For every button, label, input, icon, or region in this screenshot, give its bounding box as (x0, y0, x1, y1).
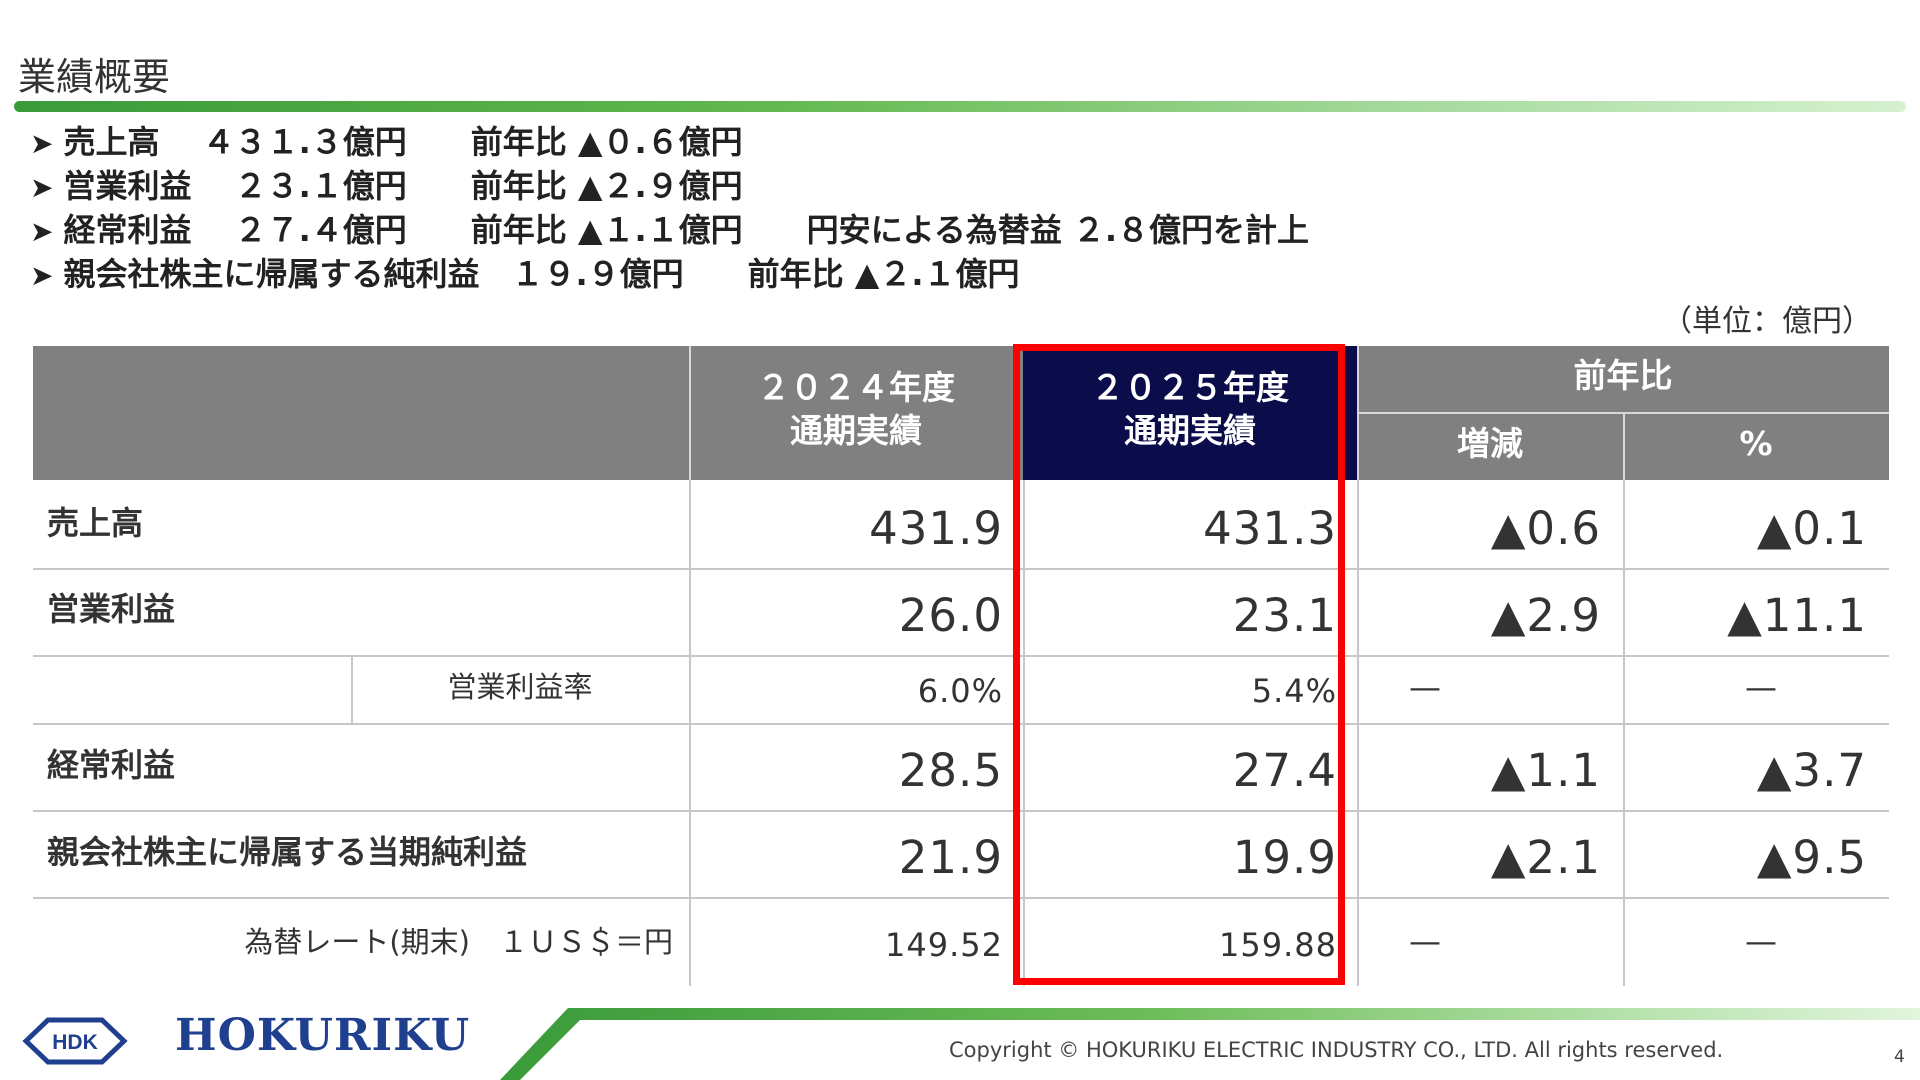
summary-text: 親会社株主に帰属する純利益 １９.９億円 前年比 ▲２.１億円 (63, 255, 1020, 293)
row-label-exchange-rate: 為替レート(期末) １ＵＳ＄＝円 (244, 925, 673, 959)
cell-fy2024: 431.9 (869, 502, 1003, 555)
arrow-bullet-icon: ➤ (30, 127, 54, 160)
cell-percent: ▲11.1 (1727, 589, 1867, 642)
cell-fy2025: 27.4 (1232, 744, 1337, 797)
cell-fy2025: 159.88 (1219, 926, 1337, 964)
cell-percent: ▲3.7 (1756, 744, 1867, 797)
arrow-bullet-icon: ➤ (30, 259, 54, 292)
column-divider (1357, 480, 1359, 986)
column-divider (351, 655, 353, 723)
footer-band (500, 1008, 1920, 1080)
header-fy2024-line2: 通期実績 (790, 411, 922, 450)
cell-change: ▲2.9 (1490, 589, 1601, 642)
company-logo-text: HOKURIKU (175, 1010, 471, 1061)
header-fy2024: ２０２４年度 通期実績 (689, 366, 1023, 452)
header-fy2025-line2: 通期実績 (1124, 411, 1256, 450)
cell-percent: ▲9.5 (1756, 831, 1867, 884)
results-table: ２０２４年度 通期実績 ２０２５年度 通期実績 前年比 増減 % 売上高 431… (33, 346, 1889, 986)
header-percent: % (1739, 424, 1773, 463)
row-label-net-income: 親会社株主に帰属する当期純利益 (47, 833, 528, 871)
summary-list: ➤ 売上高 ４３１.３億円 前年比 ▲０.６億円 ➤ 営業利益 ２３.１億円 前年比… (30, 121, 1309, 297)
arrow-bullet-icon: ➤ (30, 171, 54, 204)
cell-percent: — (1745, 922, 1777, 960)
header-yoy: 前年比 (1573, 356, 1673, 395)
summary-item: ➤ 売上高 ４３１.３億円 前年比 ▲０.６億円 (30, 121, 1309, 165)
cell-fy2025: 5.4% (1251, 672, 1337, 710)
header-fy2024-line1: ２０２４年度 (757, 368, 955, 407)
summary-item: ➤ 経常利益 ２７.４億円 前年比 ▲１.１億円 円安による為替益 ２.８億円を計… (30, 209, 1309, 253)
row-label-operating-income: 営業利益 (47, 590, 176, 628)
title-divider (14, 101, 1906, 112)
hdk-logo-icon: HDK (22, 1016, 128, 1070)
cell-percent: ▲0.1 (1756, 502, 1867, 555)
row-divider (351, 655, 689, 657)
cell-change: ▲1.1 (1490, 744, 1601, 797)
cell-fy2025: 23.1 (1232, 589, 1337, 642)
column-divider (1623, 480, 1625, 986)
page-title: 業績概要 (18, 55, 171, 99)
header-fy2025-line1: ２０２５年度 (1091, 368, 1289, 407)
row-label-operating-margin: 営業利益率 (447, 670, 593, 704)
summary-text: 営業利益 ２３.１億円 前年比 ▲２.９億円 (63, 167, 743, 205)
unit-label: （単位：億円） (1662, 304, 1872, 339)
row-divider (33, 655, 1889, 657)
cell-change: — (1409, 922, 1441, 960)
row-divider (33, 897, 1889, 899)
column-divider (1023, 480, 1025, 986)
row-divider (33, 810, 1889, 812)
cell-fy2024: 21.9 (898, 831, 1003, 884)
cell-change: ▲2.1 (1490, 831, 1601, 884)
cell-fy2024: 26.0 (898, 589, 1003, 642)
hdk-logo-text: HDK (52, 1031, 98, 1054)
header-divider (689, 346, 691, 480)
column-divider (689, 480, 691, 986)
cell-percent: — (1745, 668, 1777, 706)
header-divider (1623, 412, 1625, 480)
row-label-ordinary-income: 経常利益 (47, 746, 176, 784)
fy2025-highlight-frame (1013, 344, 1345, 985)
cell-change: — (1409, 668, 1441, 706)
cell-fy2024: 6.0% (917, 672, 1003, 710)
row-divider (33, 568, 1889, 570)
header-change: 増減 (1457, 424, 1523, 463)
cell-fy2025: 431.3 (1203, 502, 1337, 555)
copyright: Copyright © HOKURIKU ELECTRIC INDUSTRY C… (949, 1038, 1724, 1062)
cell-fy2024: 28.5 (898, 744, 1003, 797)
row-label-net-sales: 売上高 (47, 504, 144, 542)
header-fy2025: ２０２５年度 通期実績 (1023, 366, 1357, 452)
summary-text: 売上高 ４３１.３億円 前年比 ▲０.６億円 (63, 123, 743, 161)
fy2025-header-bg (1023, 346, 1357, 480)
arrow-bullet-icon: ➤ (30, 215, 54, 248)
header-divider (1357, 412, 1889, 414)
cell-change: ▲0.6 (1490, 502, 1601, 555)
cell-fy2024: 149.52 (885, 926, 1003, 964)
summary-item: ➤ 親会社株主に帰属する純利益 １９.９億円 前年比 ▲２.１億円 (30, 253, 1309, 297)
summary-item: ➤ 営業利益 ２３.１億円 前年比 ▲２.９億円 (30, 165, 1309, 209)
cell-fy2025: 19.9 (1232, 831, 1337, 884)
summary-text: 経常利益 ２７.４億円 前年比 ▲１.１億円 円安による為替益 ２.８億円を計上 (63, 211, 1310, 249)
row-divider (33, 723, 1889, 725)
page-number: 4 (1894, 1047, 1905, 1067)
